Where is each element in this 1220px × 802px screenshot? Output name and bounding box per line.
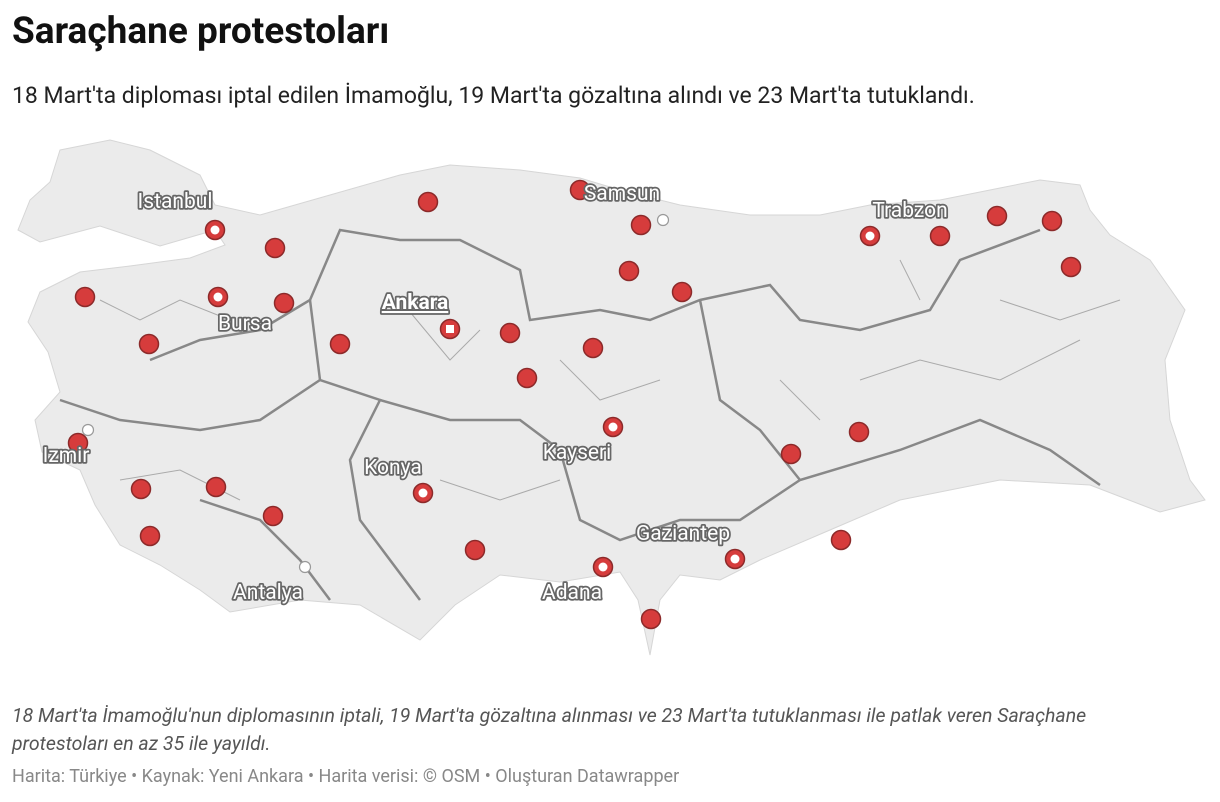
protest-marker bbox=[464, 539, 486, 561]
city-dot bbox=[81, 423, 95, 437]
city-marker-center bbox=[608, 422, 618, 432]
protest-marker bbox=[74, 286, 96, 308]
title: Saraçhane protestoları bbox=[12, 10, 390, 53]
capital-marker-center bbox=[446, 325, 454, 333]
city-marker-center bbox=[730, 554, 740, 564]
city-label: Trabzon bbox=[872, 199, 947, 223]
protest-marker bbox=[830, 529, 852, 551]
city-marker-center bbox=[210, 225, 220, 235]
province-borders bbox=[99, 259, 1121, 501]
protest-marker bbox=[618, 260, 640, 282]
protest-marker bbox=[848, 421, 870, 443]
protest-marker bbox=[499, 322, 521, 344]
city-marker-center bbox=[865, 231, 875, 241]
protest-marker bbox=[671, 281, 693, 303]
note: 18 Mart'ta İmamoğlu'nun diplomasının ipt… bbox=[12, 704, 1087, 755]
markers bbox=[67, 179, 1082, 630]
country-shape bbox=[17, 139, 1206, 656]
protest-marker bbox=[780, 443, 802, 465]
region-borders bbox=[59, 228, 1101, 601]
city-marker-center bbox=[418, 488, 428, 498]
protest-marker bbox=[417, 191, 439, 213]
city-marker-center bbox=[213, 292, 223, 302]
protest-marker bbox=[205, 476, 227, 498]
protest-marker bbox=[1060, 256, 1082, 278]
city-dot bbox=[656, 213, 670, 227]
protest-marker bbox=[138, 333, 160, 355]
city-label: Istanbul bbox=[138, 190, 213, 214]
protest-marker bbox=[640, 608, 662, 630]
city-label: Gaziantep bbox=[636, 522, 730, 546]
map: Istanbul Samsun Trabzon Ankara Bursa Izm… bbox=[17, 139, 1206, 656]
protest-marker bbox=[130, 478, 152, 500]
protest-marker bbox=[1041, 210, 1063, 232]
city-label: Samsun bbox=[584, 182, 660, 206]
protest-marker bbox=[329, 333, 351, 355]
city-label: Bursa bbox=[218, 312, 272, 336]
city-label: Kayseri bbox=[543, 441, 612, 465]
protest-marker bbox=[582, 337, 604, 359]
source: Harita: Türkiye • Kaynak: Yeni Ankara • … bbox=[12, 766, 680, 787]
protest-marker bbox=[630, 214, 652, 236]
city-label: Konya bbox=[364, 456, 422, 480]
city-label: Izmir bbox=[43, 444, 90, 468]
city-dot bbox=[298, 560, 312, 574]
city-label: Antalya bbox=[233, 581, 303, 605]
protest-marker bbox=[264, 237, 286, 259]
protest-marker bbox=[929, 225, 951, 247]
protest-marker bbox=[67, 432, 89, 454]
protest-marker bbox=[273, 292, 295, 314]
city-label: Adana bbox=[542, 581, 602, 605]
protest-marker bbox=[516, 367, 538, 389]
protest-marker bbox=[986, 205, 1008, 227]
city-marker-center bbox=[598, 562, 608, 572]
subtitle: 18 Mart'ta diploması iptal edilen İmamoğ… bbox=[12, 82, 975, 109]
protest-marker bbox=[139, 525, 161, 547]
protest-marker bbox=[262, 505, 284, 527]
city-label: Ankara bbox=[382, 291, 449, 315]
protest-marker bbox=[569, 179, 591, 201]
